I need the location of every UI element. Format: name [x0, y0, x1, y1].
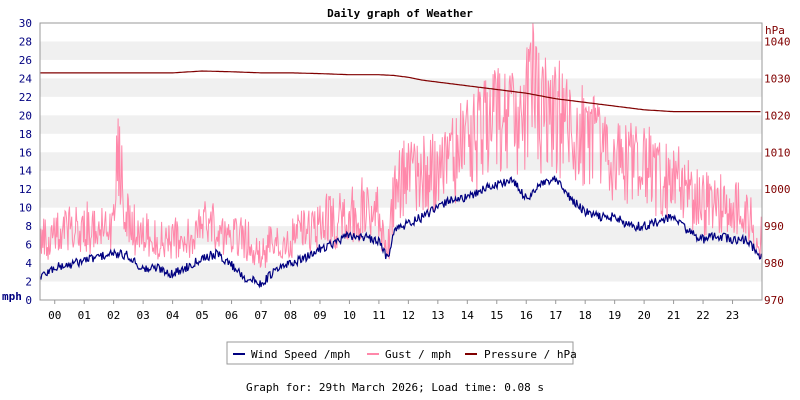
- x-tick-label: 10: [343, 309, 356, 322]
- legend-item-gust: Gust / mph: [367, 348, 451, 361]
- x-tick-label: 07: [254, 309, 267, 322]
- legend-item-wind: Wind Speed /mph: [233, 348, 350, 361]
- grid-band: [40, 115, 762, 134]
- legend: Wind Speed /mph Gust / mph Pressure / hP…: [226, 341, 577, 365]
- x-tick-label: 14: [461, 309, 475, 322]
- plot-frame: [39, 22, 763, 301]
- x-tick-label: 12: [402, 309, 415, 322]
- grid-band: [40, 78, 762, 97]
- right-axis-unit: hPa: [765, 24, 785, 37]
- right-tick-label: 990: [764, 220, 784, 233]
- x-tick-label: 06: [225, 309, 238, 322]
- x-tick-label: 05: [195, 309, 208, 322]
- right-tick-label: 1010: [764, 146, 791, 159]
- x-tick-label: 13: [431, 309, 444, 322]
- legend-label-gust: Gust / mph: [385, 348, 451, 361]
- x-tick-label: 21: [667, 309, 680, 322]
- right-tick-label: 1030: [764, 72, 791, 85]
- series-gust: [39, 22, 763, 268]
- x-tick-label: 22: [696, 309, 709, 322]
- left-tick-label: 24: [19, 72, 33, 85]
- x-tick-label: 02: [107, 309, 120, 322]
- left-tick-label: 30: [19, 17, 32, 30]
- grid-band: [40, 263, 762, 282]
- left-tick-label: 6: [25, 239, 32, 252]
- right-tick-label: 1000: [764, 183, 791, 196]
- x-tick-label: 00: [48, 309, 61, 322]
- left-tick-label: 18: [19, 128, 32, 141]
- right-axis-ticks: 970 980 990 1000 1010 1020 1030 1040: [764, 35, 791, 307]
- x-axis-ticks: 00 01 02 03 04 05 06 07 08 09 10 11 12 13 14 15 16 17 18 19…: [48, 300, 739, 322]
- left-tick-label: 12: [19, 183, 32, 196]
- right-tick-label: 980: [764, 257, 784, 270]
- left-tick-label: 26: [19, 54, 32, 67]
- left-tick-label: 20: [19, 109, 32, 122]
- x-tick-label: 03: [137, 309, 150, 322]
- series-wind: [39, 175, 762, 289]
- chart-title: Daily graph of Weather: [327, 7, 473, 20]
- right-tick-label: 970: [764, 294, 784, 307]
- left-tick-label: 28: [19, 35, 32, 48]
- left-tick-label: 22: [19, 91, 32, 104]
- legend-item-pressure: Pressure / hPa: [465, 348, 577, 361]
- left-tick-label: 0: [25, 294, 32, 307]
- legend-label-wind: Wind Speed /mph: [251, 348, 350, 361]
- right-tick-label: 1020: [764, 109, 791, 122]
- legend-label-pressure: Pressure / hPa: [484, 348, 577, 361]
- x-tick-label: 08: [284, 309, 297, 322]
- left-tick-label: 4: [25, 257, 32, 270]
- grid-band: [40, 41, 762, 60]
- x-tick-label: 04: [166, 309, 180, 322]
- grid-band: [40, 152, 762, 171]
- x-tick-label: 23: [726, 309, 739, 322]
- x-tick-label: 01: [78, 309, 91, 322]
- x-tick-label: 20: [637, 309, 650, 322]
- x-tick-label: 16: [520, 309, 533, 322]
- series-layer: [39, 22, 763, 289]
- x-tick-label: 09: [313, 309, 326, 322]
- x-tick-label: 17: [549, 309, 562, 322]
- x-tick-label: 11: [372, 309, 385, 322]
- left-tick-label: 16: [19, 146, 32, 159]
- x-tick-label: 15: [490, 309, 503, 322]
- right-tick-label: 1040: [764, 35, 791, 48]
- left-tick-label: 8: [25, 220, 32, 233]
- left-tick-label: 14: [19, 165, 33, 178]
- left-tick-label: 10: [19, 202, 32, 215]
- series-pressure: [40, 70, 761, 113]
- x-tick-label: 18: [579, 309, 592, 322]
- left-tick-label: 2: [25, 276, 32, 289]
- x-tick-label: 19: [608, 309, 621, 322]
- footer-text: Graph for: 29th March 2026; Load time: 0…: [246, 381, 544, 394]
- legend-box: [226, 341, 574, 365]
- left-axis-unit: mph: [2, 290, 22, 303]
